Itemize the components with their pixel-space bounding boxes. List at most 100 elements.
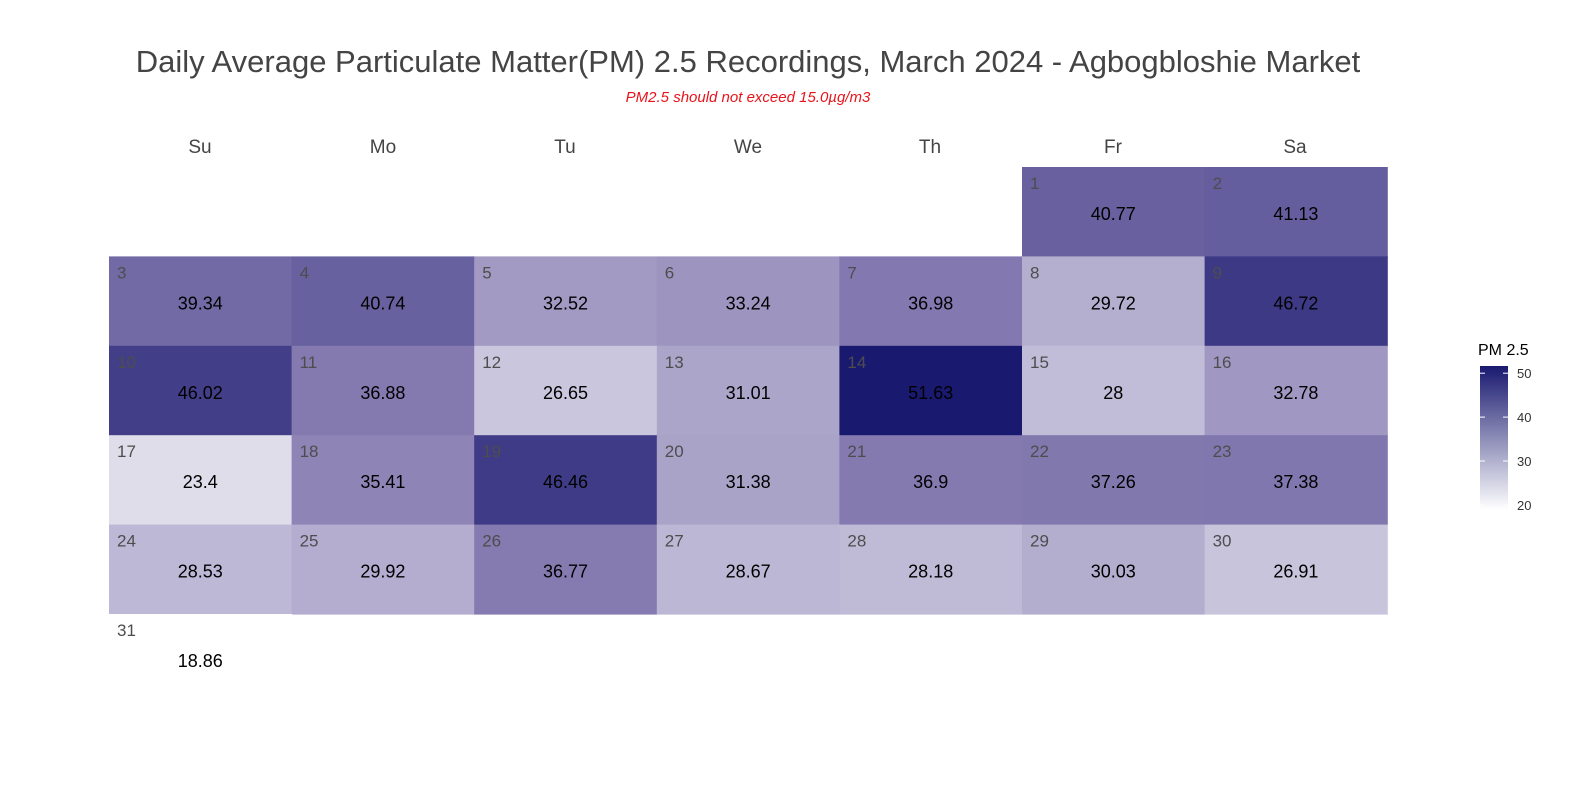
day-cell-27 xyxy=(656,524,840,615)
legend-tick-label-30: 30 xyxy=(1517,454,1531,469)
day-number-3: 3 xyxy=(117,263,126,282)
day-cell-19 xyxy=(474,435,658,526)
day-number-18: 18 xyxy=(300,442,319,461)
day-cell-14 xyxy=(839,345,1023,436)
legend-title: PM 2.5 xyxy=(1478,342,1529,359)
day-value-4: 40.74 xyxy=(360,293,405,313)
day-number-13: 13 xyxy=(665,353,684,372)
day-value-10: 46.02 xyxy=(178,383,223,403)
weekday-fr: Fr xyxy=(1104,137,1123,158)
chart-title: Daily Average Particulate Matter(PM) 2.5… xyxy=(136,44,1361,79)
day-value-23: 37.38 xyxy=(1273,472,1318,492)
day-value-15: 28 xyxy=(1103,383,1123,403)
day-cell-9 xyxy=(1204,256,1388,347)
day-cell-30 xyxy=(1204,524,1388,615)
day-number-26: 26 xyxy=(482,532,501,551)
day-cell-24 xyxy=(109,524,293,615)
day-number-31: 31 xyxy=(117,621,136,640)
day-value-29: 30.03 xyxy=(1091,562,1136,582)
day-value-17: 23.4 xyxy=(183,472,218,492)
day-value-12: 26.65 xyxy=(543,383,588,403)
weekday-we: We xyxy=(734,137,762,158)
day-value-8: 29.72 xyxy=(1091,293,1136,313)
day-cell-22 xyxy=(1022,435,1206,526)
day-cell-2 xyxy=(1204,167,1388,257)
day-value-19: 46.46 xyxy=(543,472,588,492)
day-number-2: 2 xyxy=(1213,174,1222,193)
day-number-7: 7 xyxy=(847,263,856,282)
weekday-su: Su xyxy=(188,137,211,158)
day-number-6: 6 xyxy=(665,263,674,282)
day-cell-20 xyxy=(656,435,840,526)
day-value-13: 31.01 xyxy=(726,383,771,403)
day-value-27: 28.67 xyxy=(726,562,771,582)
day-number-14: 14 xyxy=(847,353,866,372)
day-number-12: 12 xyxy=(482,353,501,372)
day-cell-11 xyxy=(291,345,475,436)
day-number-5: 5 xyxy=(482,263,491,282)
weekday-th: Th xyxy=(919,137,941,158)
day-value-2: 41.13 xyxy=(1273,204,1318,224)
day-cell-7 xyxy=(839,256,1023,347)
day-number-25: 25 xyxy=(300,532,319,551)
day-number-27: 27 xyxy=(665,532,684,551)
day-cell-10 xyxy=(109,345,293,436)
day-number-16: 16 xyxy=(1213,353,1232,372)
day-value-11: 36.88 xyxy=(360,383,405,403)
day-value-14: 51.63 xyxy=(908,383,953,403)
day-value-5: 32.52 xyxy=(543,293,588,313)
day-cell-1 xyxy=(1022,167,1206,257)
legend-tick-label-50: 50 xyxy=(1517,366,1531,381)
day-number-1: 1 xyxy=(1030,174,1039,193)
weekday-sa: Sa xyxy=(1283,137,1307,158)
day-cell-31 xyxy=(109,614,293,704)
day-number-23: 23 xyxy=(1213,442,1232,461)
day-cell-26 xyxy=(474,524,658,615)
day-value-25: 29.92 xyxy=(360,562,405,582)
weekday-mo: Mo xyxy=(370,137,396,158)
day-value-30: 26.91 xyxy=(1273,562,1318,582)
day-number-29: 29 xyxy=(1030,532,1049,551)
legend-tick-label-40: 40 xyxy=(1517,410,1531,425)
day-cell-6 xyxy=(656,256,840,347)
legend-colorbar xyxy=(1480,366,1508,510)
day-value-22: 37.26 xyxy=(1091,472,1136,492)
color-legend: PM 2.5 20 30 40 50 xyxy=(1478,342,1531,513)
day-value-16: 32.78 xyxy=(1273,383,1318,403)
day-number-11: 11 xyxy=(300,353,318,372)
day-cell-8 xyxy=(1022,256,1206,347)
day-value-3: 39.34 xyxy=(178,293,223,313)
day-value-7: 36.98 xyxy=(908,293,953,313)
day-number-21: 21 xyxy=(847,442,866,461)
day-cell-16 xyxy=(1204,345,1388,436)
day-cell-13 xyxy=(656,345,840,436)
day-cell-15 xyxy=(1022,345,1206,436)
day-value-1: 40.77 xyxy=(1091,204,1136,224)
day-value-20: 31.38 xyxy=(726,472,771,492)
day-value-9: 46.72 xyxy=(1273,293,1318,313)
day-number-30: 30 xyxy=(1213,532,1232,551)
day-number-22: 22 xyxy=(1030,442,1049,461)
day-value-28: 28.18 xyxy=(908,562,953,582)
day-cell-4 xyxy=(291,256,475,347)
day-number-28: 28 xyxy=(847,532,866,551)
day-number-24: 24 xyxy=(117,532,136,551)
day-cell-17 xyxy=(109,435,293,526)
day-value-26: 36.77 xyxy=(543,562,588,582)
day-cell-3 xyxy=(109,256,293,347)
legend-tick-label-20: 20 xyxy=(1517,498,1531,513)
day-cell-21 xyxy=(839,435,1023,526)
day-value-24: 28.53 xyxy=(178,562,223,582)
day-number-10: 10 xyxy=(117,353,136,372)
day-value-6: 33.24 xyxy=(726,293,771,313)
calendar-cells: 1 40.77 2 41.13 3 39.34 4 40.74 5 32.52 6 33.24 7 36.… xyxy=(109,167,1388,704)
day-number-17: 17 xyxy=(117,442,136,461)
day-cell-29 xyxy=(1022,524,1206,615)
day-cell-28 xyxy=(839,524,1023,615)
day-number-15: 15 xyxy=(1030,353,1049,372)
legend-ticks: 20 30 40 50 xyxy=(1480,366,1531,513)
day-value-21: 36.9 xyxy=(913,472,948,492)
day-number-9: 9 xyxy=(1213,263,1222,282)
day-value-18: 35.41 xyxy=(360,472,405,492)
day-number-8: 8 xyxy=(1030,263,1039,282)
